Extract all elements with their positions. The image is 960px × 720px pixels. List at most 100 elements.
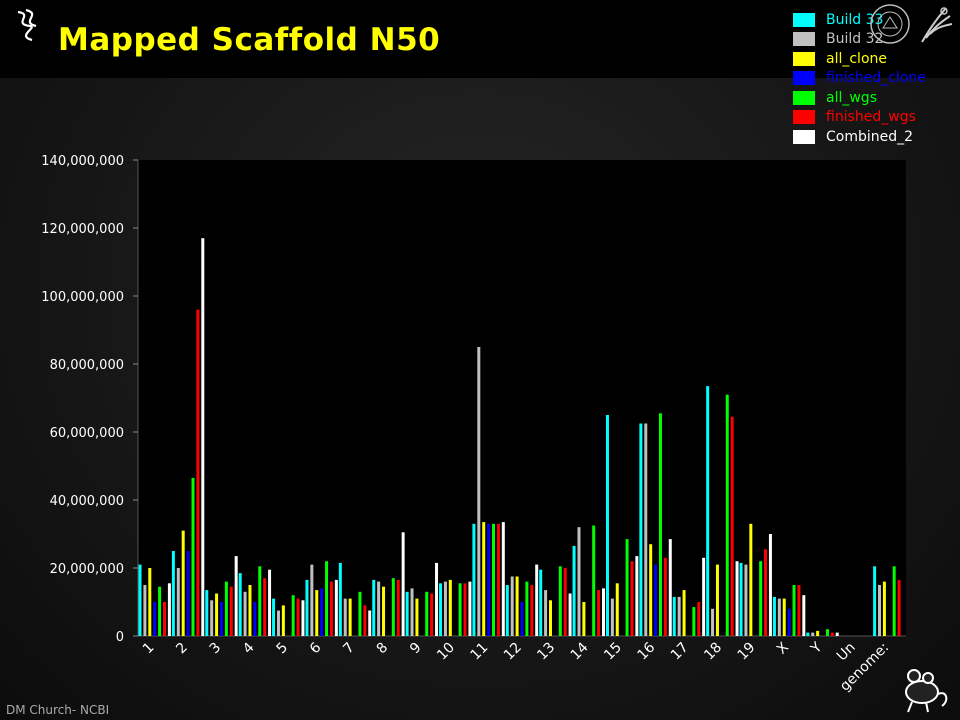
- bar: [873, 566, 877, 636]
- x-tick-label: X: [774, 639, 792, 657]
- bar: [439, 583, 443, 636]
- bar: [305, 579, 309, 636]
- y-tick-label: 40,000,000: [50, 494, 124, 509]
- bar: [530, 585, 534, 636]
- bar: [539, 569, 543, 636]
- bar: [878, 585, 881, 636]
- x-tick-label: 5: [273, 640, 291, 658]
- legend-item: Build 33: [793, 10, 926, 30]
- bar: [759, 561, 763, 636]
- bar: [201, 238, 205, 636]
- bar: [792, 585, 796, 636]
- bar: [749, 523, 753, 636]
- x-tick-label: 18: [701, 640, 725, 664]
- bar: [215, 593, 219, 636]
- legend-swatch: [793, 90, 815, 105]
- x-tick-label: 14: [568, 639, 592, 663]
- bar: [577, 527, 581, 636]
- bar: [487, 523, 491, 636]
- bar: [224, 581, 228, 636]
- bar: [310, 564, 314, 636]
- bar: [535, 564, 539, 636]
- legend-swatch: [793, 51, 815, 66]
- bar: [677, 596, 681, 636]
- legend-item: Build 32: [793, 30, 926, 50]
- bar: [672, 596, 676, 636]
- legend-swatch: [793, 129, 815, 144]
- bar: [697, 602, 701, 636]
- x-tick-label: 1: [140, 640, 158, 658]
- bar: [597, 590, 601, 636]
- bar: [777, 598, 781, 636]
- bar: [268, 569, 272, 636]
- bar: [492, 523, 496, 636]
- bar: [163, 602, 166, 636]
- bar: [210, 600, 214, 636]
- bar: [730, 416, 734, 636]
- bar: [363, 605, 367, 636]
- bar: [639, 423, 643, 636]
- bar: [735, 561, 739, 636]
- bar: [744, 564, 748, 636]
- bar: [654, 564, 658, 636]
- bar: [329, 581, 333, 636]
- bar: [806, 632, 810, 636]
- legend-item: all_wgs: [793, 88, 926, 108]
- x-tick-label: 6: [307, 639, 325, 657]
- legend-swatch: [793, 12, 815, 27]
- bar: [572, 545, 576, 636]
- bar: [782, 598, 786, 636]
- bar: [482, 522, 486, 636]
- bar: [520, 602, 524, 636]
- bar: [477, 347, 481, 636]
- bar: [515, 576, 519, 636]
- bar: [405, 591, 409, 636]
- bar: [635, 556, 639, 636]
- legend-label: finished_clone: [826, 70, 926, 87]
- bar: [830, 632, 834, 636]
- bar: [882, 581, 886, 636]
- bar: [238, 573, 242, 636]
- bar: [377, 581, 381, 636]
- bar: [649, 544, 653, 636]
- bar: [143, 585, 147, 636]
- bar: [171, 551, 175, 636]
- legend-swatch: [793, 110, 815, 125]
- x-tick-label: 7: [340, 640, 358, 658]
- bar: [644, 423, 648, 636]
- bar: [338, 562, 342, 636]
- bar: [605, 415, 609, 636]
- bar: [382, 586, 386, 636]
- bar: [205, 590, 209, 636]
- author-credit: DM Church- NCBI: [6, 703, 110, 717]
- bar: [764, 549, 768, 636]
- bar: [320, 588, 324, 636]
- bar: [692, 607, 696, 636]
- bar: [272, 598, 276, 636]
- bar: [315, 590, 319, 636]
- y-tick-label: 0: [116, 630, 124, 645]
- bar: [448, 579, 452, 636]
- y-tick-label: 20,000,000: [50, 562, 124, 577]
- legend-label: Build 32: [826, 31, 884, 48]
- legend-item: all_clone: [793, 49, 926, 69]
- bar: [253, 602, 257, 636]
- bar: [768, 534, 772, 636]
- bar: [463, 583, 467, 636]
- bar: [525, 581, 529, 636]
- bar: [181, 530, 185, 636]
- bar: [468, 581, 472, 636]
- bar: [301, 600, 305, 636]
- bar: [401, 532, 405, 636]
- bar: [682, 590, 686, 636]
- bar: [811, 632, 815, 636]
- bar: [258, 566, 262, 636]
- x-tick-label: 9: [407, 640, 425, 658]
- legend-label: all_wgs: [826, 89, 877, 106]
- y-tick-label: 140,000,000: [41, 154, 124, 169]
- bar: [219, 602, 223, 636]
- bar: [391, 578, 395, 636]
- x-tick-label: 19: [735, 640, 759, 664]
- bar: [510, 576, 514, 636]
- bar: [816, 630, 820, 636]
